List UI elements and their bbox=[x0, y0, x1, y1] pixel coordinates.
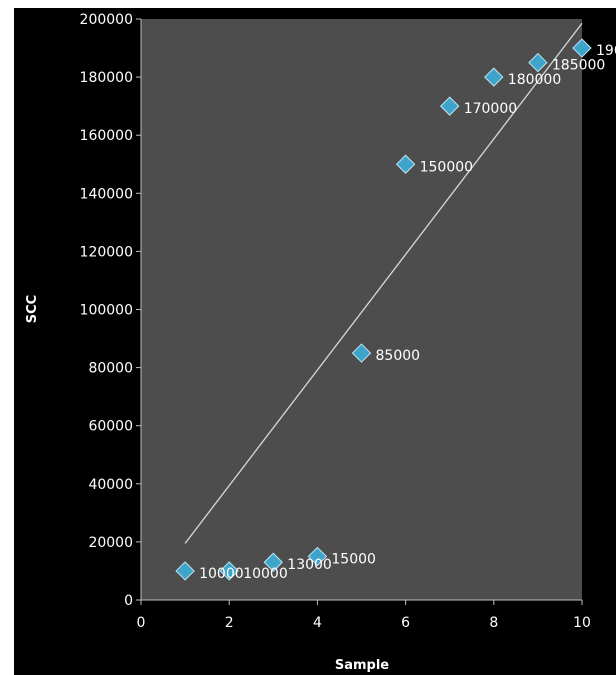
y-tick-label: 180000 bbox=[80, 70, 133, 86]
data-label: 150000 bbox=[420, 159, 473, 175]
y-tick-label: 140000 bbox=[80, 186, 133, 202]
y-axis-title: SCC bbox=[25, 295, 40, 323]
y-tick-label: 0 bbox=[124, 593, 133, 609]
data-point bbox=[263, 552, 284, 572]
y-tick-label: 60000 bbox=[88, 419, 133, 435]
data-label: 170000 bbox=[464, 101, 517, 117]
data-point bbox=[439, 96, 460, 116]
x-tick-label: 8 bbox=[489, 615, 498, 631]
data-point bbox=[572, 38, 592, 58]
y-tick-label: 160000 bbox=[80, 128, 133, 144]
data-label: 10000 bbox=[199, 566, 244, 582]
y-tick-label: 20000 bbox=[88, 535, 133, 551]
data-label: 185000 bbox=[552, 58, 605, 74]
data-label: 15000 bbox=[331, 551, 376, 567]
y-tick-label: 120000 bbox=[80, 244, 133, 260]
data-label: 85000 bbox=[376, 348, 421, 364]
data-label: 180000 bbox=[508, 72, 561, 88]
data-point bbox=[528, 52, 548, 73]
trendline bbox=[184, 22, 583, 544]
data-label: 190000 bbox=[596, 43, 616, 59]
data-label: 13000 bbox=[287, 557, 332, 573]
data-point bbox=[219, 561, 239, 581]
x-tick-label: 10 bbox=[573, 615, 591, 631]
x-tick-label: 6 bbox=[401, 615, 410, 631]
chart-container: 0 20000 40000 60000 80000 100000 120000 140000 1… bbox=[14, 8, 616, 675]
y-tick-label: 40000 bbox=[88, 477, 133, 493]
y-tick-label: 100000 bbox=[80, 303, 133, 319]
data-point bbox=[484, 67, 504, 87]
x-tick-label: 4 bbox=[313, 615, 322, 631]
data-point bbox=[175, 561, 195, 581]
axes: 0200004000060000800001000001200001400001… bbox=[80, 12, 591, 631]
x-tick-label: 0 bbox=[137, 615, 146, 631]
data-label: 10000 bbox=[243, 566, 288, 582]
y-tick-label: 80000 bbox=[88, 361, 133, 377]
data-point bbox=[351, 343, 372, 363]
data-points bbox=[175, 38, 592, 581]
scatter-chart: 0200004000060000800001000001200001400001… bbox=[25, 12, 616, 673]
x-axis-title: Sample bbox=[335, 658, 389, 673]
data-point bbox=[307, 546, 328, 567]
x-tick-label: 2 bbox=[225, 615, 234, 631]
plot-area bbox=[141, 19, 582, 600]
y-tick-label: 200000 bbox=[80, 12, 133, 28]
data-point bbox=[395, 154, 416, 174]
